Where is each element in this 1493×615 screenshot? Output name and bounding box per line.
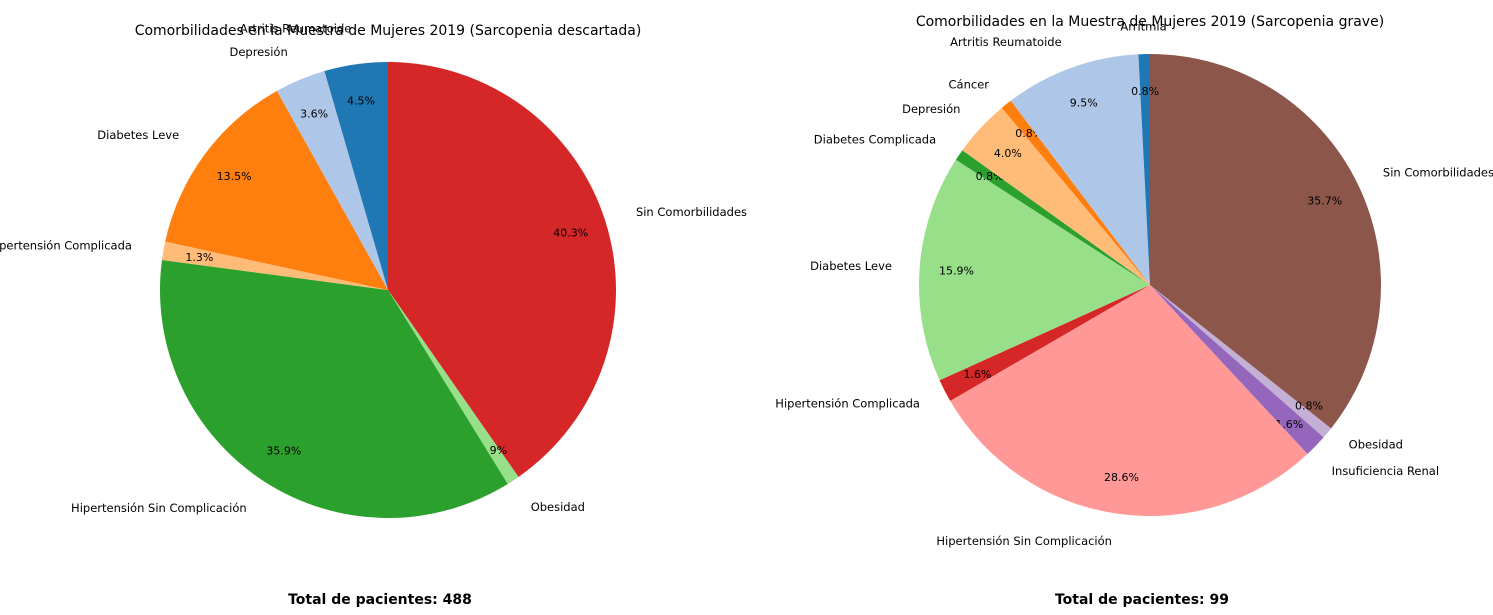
pie-slice-obesidad bbox=[1150, 285, 1332, 438]
slice-percent-diabetes-leve: 13.5% bbox=[217, 170, 252, 183]
slice-label-depresion: Depresión bbox=[229, 45, 287, 59]
slice-label-sin-comorbilidades: Sin Comorbilidades bbox=[636, 205, 747, 219]
slice-percent-artritis-reumatoide: 4.5% bbox=[347, 94, 375, 107]
slice-label-arritmia: Arritmia bbox=[1120, 19, 1166, 33]
pie-slice-hipertension-complicada bbox=[161, 241, 388, 290]
slice-percent-hipertension-complicada: 1.3% bbox=[185, 251, 213, 264]
pie-slice-hipertension-complicada bbox=[939, 285, 1150, 401]
pie-slice-artritis-reumatoide bbox=[1010, 54, 1150, 285]
pie-slice-artritis-reumatoide bbox=[324, 62, 388, 290]
pie-slice-diabetes-leve bbox=[919, 159, 1150, 381]
pie-slice-diabetes-leve bbox=[165, 90, 388, 290]
pie-slice-arritmia bbox=[1138, 54, 1150, 285]
slice-label-depresion: Depresión bbox=[902, 102, 960, 116]
slice-percent-artritis-reumatoide: 9.5% bbox=[1070, 97, 1098, 110]
slice-label-sin-comorbilidades: Sin Comorbilidades bbox=[1383, 165, 1493, 179]
slice-label-cancer: Cáncer bbox=[949, 77, 990, 91]
pie-slice-insuficiencia-renal bbox=[1150, 285, 1324, 455]
pie-slices-right: 35.7% Sin Comorbilidades 0.8% Obesidad 1.6% I… bbox=[775, 19, 1493, 548]
slice-label-obesidad: Obesidad bbox=[531, 500, 585, 514]
slice-percent-sin-comorbilidades: 40.3% bbox=[553, 227, 588, 240]
slice-label-diabetes-leve: Diabetes Leve bbox=[97, 128, 179, 142]
slice-label-obesidad: Obesidad bbox=[1349, 438, 1403, 452]
slice-label-hipertension-complicada: Hipertensión Complicada bbox=[0, 238, 132, 252]
slice-percent-diabetes-leve: 15.9% bbox=[939, 265, 974, 278]
slice-label-artritis-reumatoide: Artritis Reumatoide bbox=[950, 35, 1062, 49]
pie-slice-depresion bbox=[962, 107, 1150, 285]
pie-slice-sin-comorbilidades bbox=[388, 62, 617, 477]
slice-percent-sin-comorbilidades: 35.7% bbox=[1307, 195, 1342, 208]
chart-title-right: Comorbilidades en la Muestra de Mujeres … bbox=[916, 14, 1384, 30]
slice-percent-obesidad: 0.8% bbox=[1295, 399, 1323, 412]
slice-percent-depresion: 4.0% bbox=[994, 147, 1022, 160]
pie-slice-hipertension-sin-complicacion bbox=[160, 260, 508, 518]
pie-slice-cancer bbox=[1001, 100, 1150, 285]
slice-percent-hipertension-complicada: 1.6% bbox=[964, 368, 992, 381]
slice-label-hipertension-sin-complicacion: Hipertensión Sin Complicación bbox=[936, 534, 1112, 548]
pie-slice-diabetes-complicada bbox=[955, 150, 1150, 285]
slice-label-hipertension-complicada: Hipertensión Complicada bbox=[775, 396, 920, 410]
pie-chart-left: Comorbilidades en la Muestra de Mujeres … bbox=[0, 22, 747, 608]
slice-label-diabetes-leve: Diabetes Leve bbox=[810, 259, 892, 273]
slice-label-artritis-reumatoide: Artritis Reumatoide bbox=[240, 22, 352, 36]
slice-percent-depresion: 3.6% bbox=[300, 107, 328, 120]
slice-label-hipertension-sin-complicacion: Hipertensión Sin Complicación bbox=[71, 501, 247, 515]
slice-label-insuficiencia-renal: Insuficiencia Renal bbox=[1332, 464, 1439, 478]
pie-slice-depresion bbox=[276, 71, 388, 290]
pie-slice-obesidad bbox=[388, 290, 519, 485]
slice-percent-arritmia: 0.8% bbox=[1131, 85, 1159, 98]
pie-slice-sin-comorbilidades bbox=[1150, 54, 1382, 429]
total-patients-left: Total de pacientes: 488 bbox=[288, 592, 472, 608]
pie-slice-hipertension-sin-complicacion bbox=[950, 285, 1308, 516]
slice-percent-hipertension-sin-complicacion: 28.6% bbox=[1104, 471, 1139, 484]
slice-percent-hipertension-sin-complicacion: 35.9% bbox=[266, 445, 301, 458]
pie-chart-right: Comorbilidades en la Muestra de Mujeres … bbox=[775, 14, 1493, 608]
chart-title-left: Comorbilidades en la Muestra de Mujeres … bbox=[135, 23, 642, 39]
pie-slices-left: 40.3%Sin Comorbilidades0.9%Obesidad35.9%… bbox=[0, 22, 747, 518]
total-patients-right: Total de pacientes: 99 bbox=[1055, 592, 1229, 608]
slice-label-diabetes-complicada: Diabetes Complicada bbox=[814, 132, 936, 146]
